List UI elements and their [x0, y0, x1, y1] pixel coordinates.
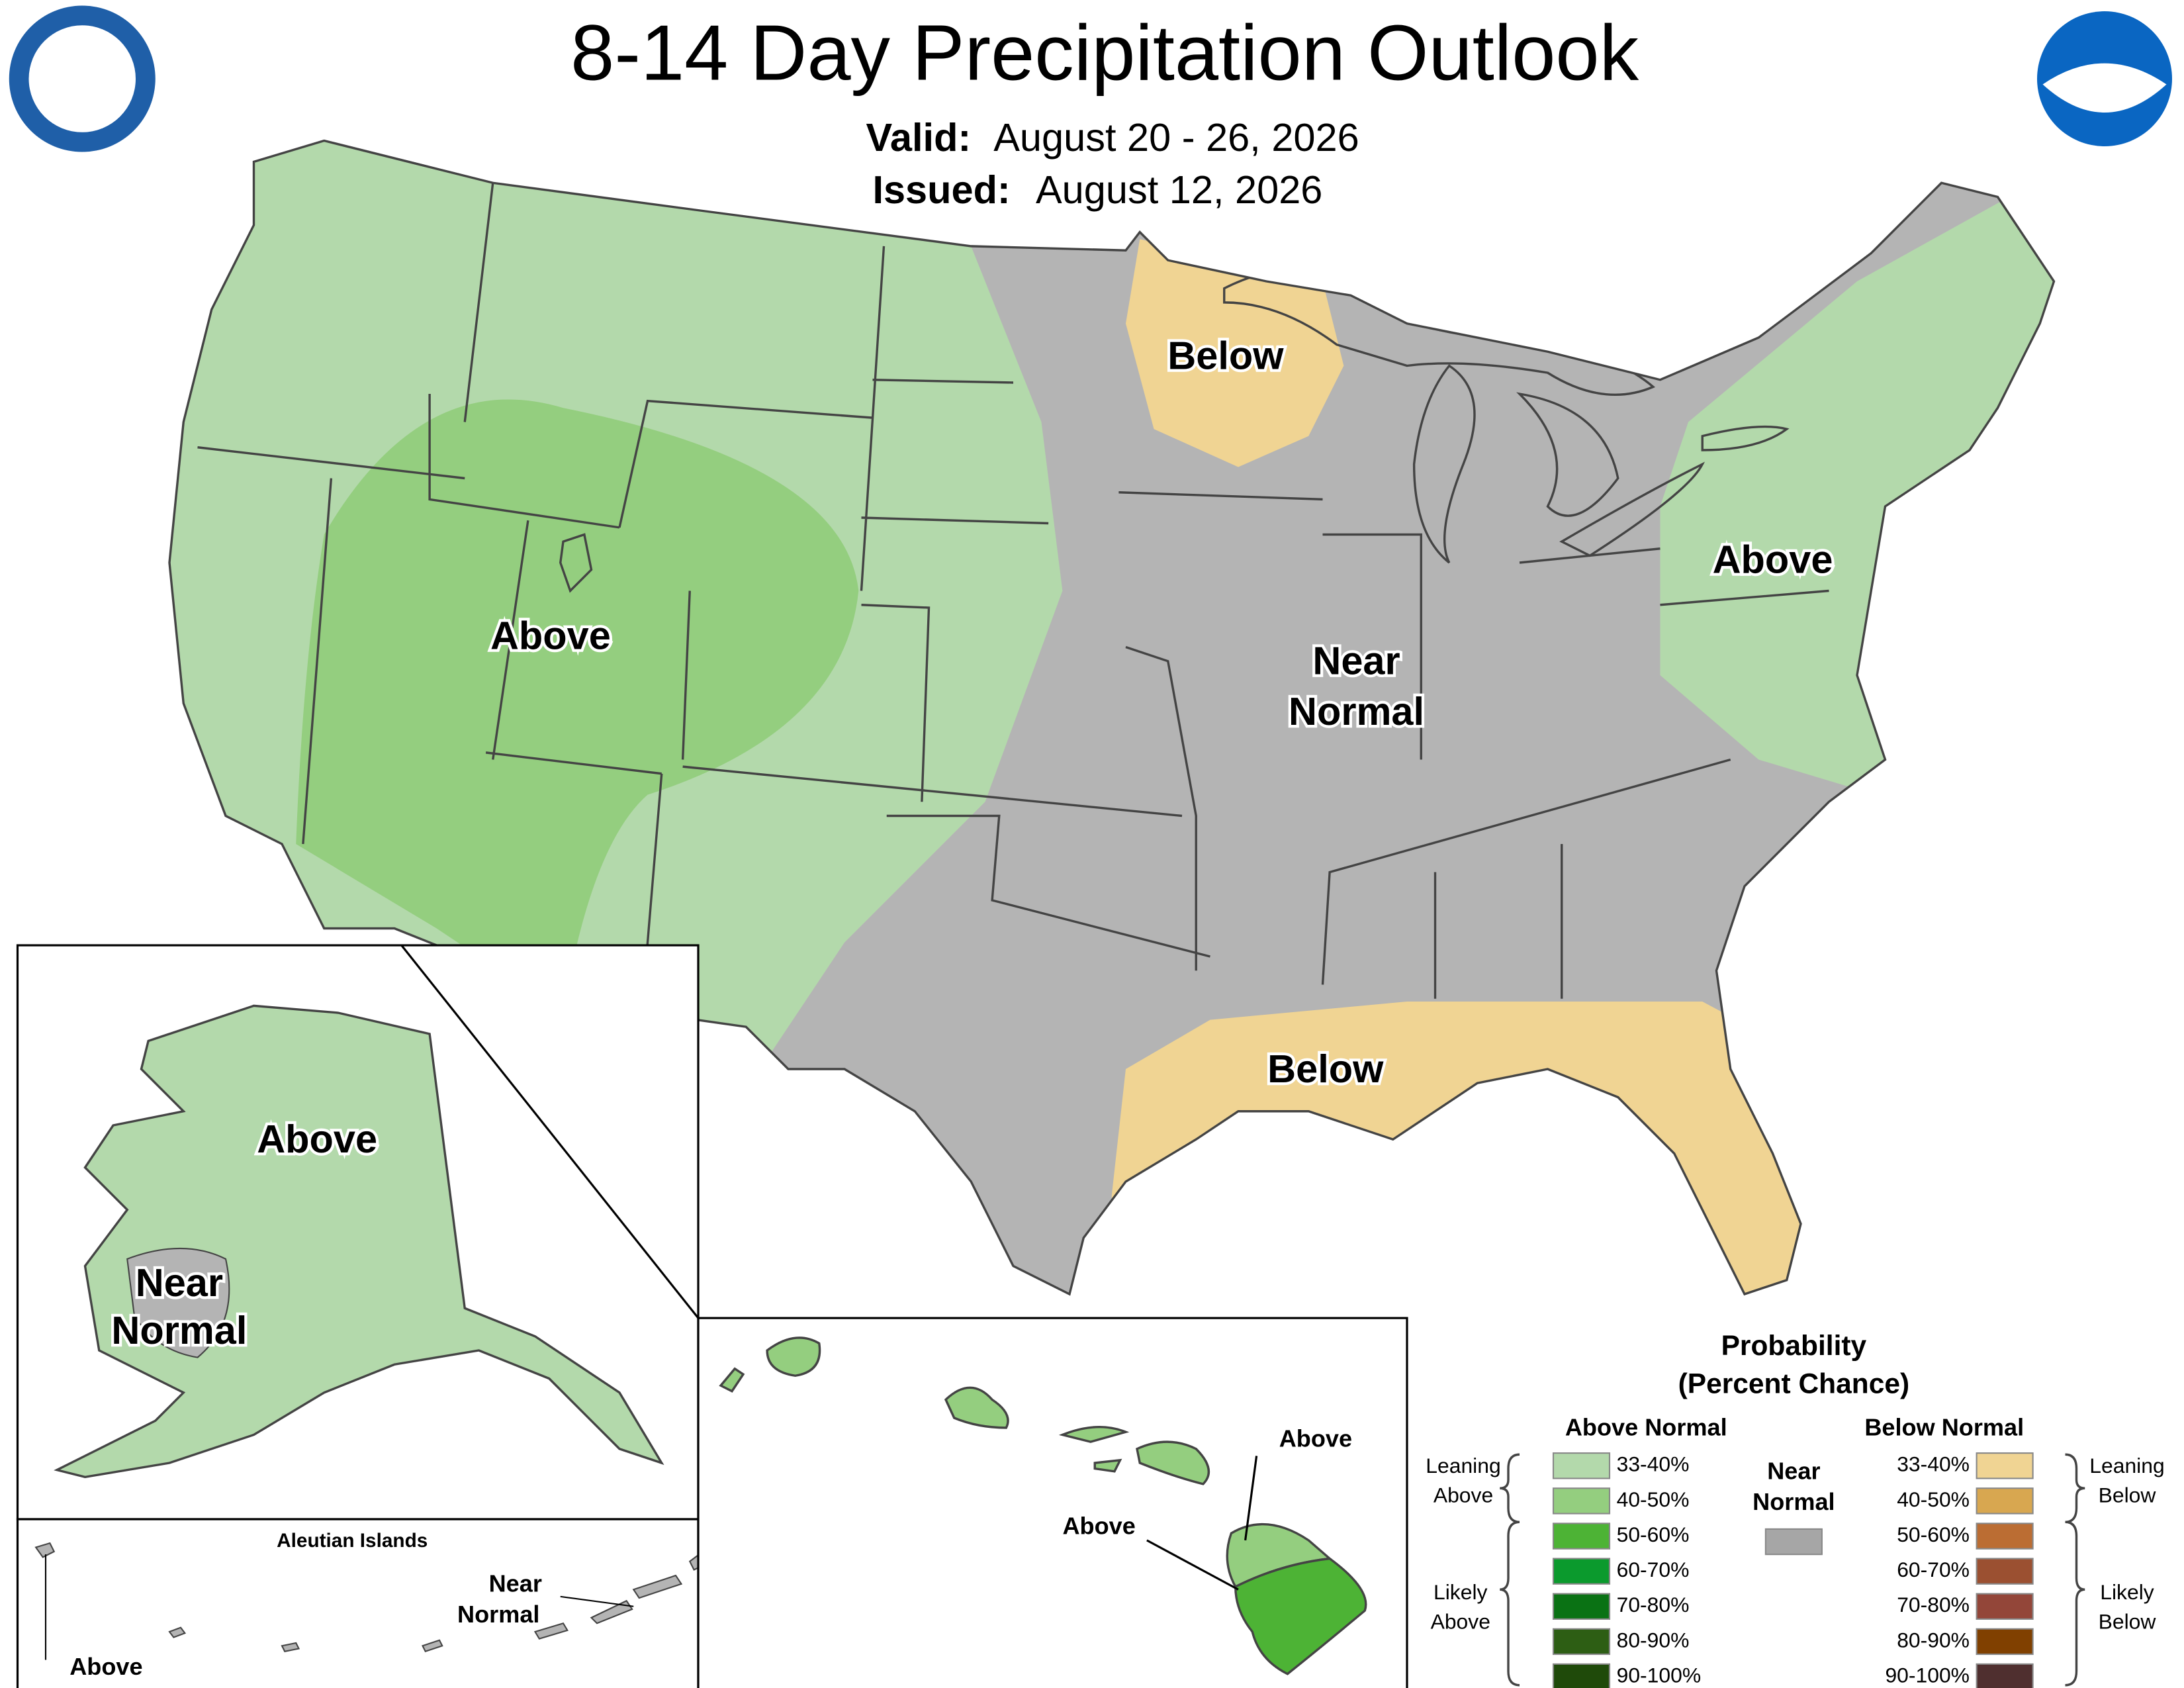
above-normal-header: Above Normal: [1565, 1414, 1727, 1441]
above-swatch: [1552, 1628, 1611, 1656]
above-swatch-label: 80-90%: [1617, 1628, 1690, 1652]
aleutian-near-2: Normal: [457, 1601, 539, 1628]
label-above-east: Above: [1713, 538, 1833, 582]
above-swatch: [1552, 1452, 1611, 1479]
near-normal-label-2: Normal: [1752, 1488, 1835, 1515]
likely-below-2: Below: [2099, 1610, 2157, 1634]
likely-above-1: Likely: [1433, 1580, 1488, 1604]
hawaii-pointer-upper: [1244, 1456, 1258, 1541]
below-swatch: [1976, 1628, 2034, 1656]
aleutian-pointer-near: [560, 1595, 634, 1607]
below-swatch: [1976, 1558, 2034, 1585]
alaska-label-above: Above: [257, 1117, 377, 1161]
likely-above-2: Above: [1431, 1610, 1490, 1634]
above-swatch: [1552, 1487, 1611, 1515]
above-swatch: [1552, 1593, 1611, 1620]
near-normal-swatch: [1764, 1528, 1823, 1556]
below-south-area: [1111, 1002, 1829, 1294]
aleutian-inset: [16, 1518, 700, 1688]
alaska-near-normal: [126, 1247, 230, 1358]
below-swatch: [1976, 1523, 2034, 1550]
leaning-below-2: Below: [2099, 1483, 2157, 1507]
alaska-land: [54, 1004, 664, 1478]
legend-title-1: Probability: [1721, 1331, 1867, 1362]
issued-date: August 12, 2026: [1036, 167, 1322, 212]
above-swatch-label: 40-50%: [1617, 1487, 1690, 1511]
lake-michigan: [1412, 364, 1476, 564]
aleutian-islands: [34, 1542, 706, 1653]
issued-label: Issued:: [872, 167, 1010, 212]
above-swatch-label: 60-70%: [1617, 1558, 1690, 1581]
above-swatch-label: 90-100%: [1617, 1663, 1702, 1687]
below-swatch-label: 50-60%: [1897, 1523, 1970, 1546]
label-near-normal-2: Normal: [1289, 689, 1424, 733]
state-borders: [197, 183, 1829, 1027]
aleutian-near-1: Near: [489, 1570, 542, 1597]
valid-label: Valid:: [866, 115, 972, 160]
alaska-label-near-1: Near: [136, 1260, 223, 1305]
label-below-north: Below: [1167, 334, 1284, 378]
below-swatch-label: 80-90%: [1897, 1628, 1970, 1652]
above-swatch: [1552, 1663, 1611, 1688]
noaa-wave: [2042, 63, 2167, 113]
hawaii-above-lower: Above: [1062, 1512, 1135, 1539]
aleutian-above: Above: [69, 1653, 142, 1680]
above-swatch-label: 33-40%: [1617, 1452, 1690, 1476]
below-swatch: [1976, 1663, 2034, 1688]
below-normal-header: Below Normal: [1864, 1414, 2024, 1441]
legend-title-2: (Percent Chance): [1678, 1368, 1910, 1399]
above-swatch: [1552, 1523, 1611, 1550]
great-salt-lake: [559, 533, 593, 593]
below-swatch: [1976, 1452, 2034, 1479]
aleutian-title: Aleutian Islands: [277, 1530, 428, 1552]
below-swatch-label: 33-40%: [1897, 1452, 1970, 1476]
seal-inner: [28, 25, 136, 132]
above-swatch: [1552, 1558, 1611, 1585]
title: 8-14 Day Precipitation Outlook: [570, 9, 1639, 97]
lake-erie: [1559, 461, 1706, 557]
valid-date: August 20 - 26, 2026: [993, 115, 1359, 160]
below-swatch: [1976, 1593, 2034, 1620]
hawaii-islands: [719, 1336, 1210, 1485]
alaska-label-near-2: Normal: [111, 1308, 247, 1352]
big-island-above-50: [1234, 1557, 1367, 1675]
below-swatch: [1976, 1487, 2034, 1515]
leaning-above-2: Above: [1433, 1483, 1493, 1507]
below-swatch-label: 40-50%: [1897, 1487, 1970, 1511]
below-north-area: [1126, 239, 1344, 467]
label-below-south: Below: [1267, 1047, 1384, 1091]
above-swatch-label: 50-60%: [1617, 1523, 1690, 1546]
legend-brackets: [1500, 1453, 2085, 1687]
lake-ontario: [1701, 425, 1790, 451]
leaning-below-1: Leaning: [2089, 1454, 2164, 1477]
conus: [169, 140, 2054, 1294]
hawaii-pointer-lower: [1146, 1539, 1239, 1591]
hawaii-above-upper: Above: [1279, 1425, 1352, 1452]
inset-connector: [400, 945, 700, 1319]
likely-below-1: Likely: [2100, 1580, 2154, 1604]
label-above-west: Above: [490, 613, 611, 657]
below-swatch-label: 60-70%: [1897, 1558, 1970, 1581]
above-swatch-label: 70-80%: [1617, 1593, 1690, 1617]
above-40-area: [296, 399, 859, 1013]
below-swatch-label: 90-100%: [1885, 1663, 1970, 1687]
near-normal-label-1: Near: [1767, 1457, 1820, 1484]
legend: Probability (Percent Chance) Above Norma…: [1426, 1331, 2165, 1688]
label-near-normal-1: Near: [1312, 639, 1400, 683]
lake-huron: [1516, 392, 1619, 517]
leaning-above-1: Leaning: [1426, 1454, 1500, 1477]
below-swatch-label: 70-80%: [1897, 1593, 1970, 1617]
